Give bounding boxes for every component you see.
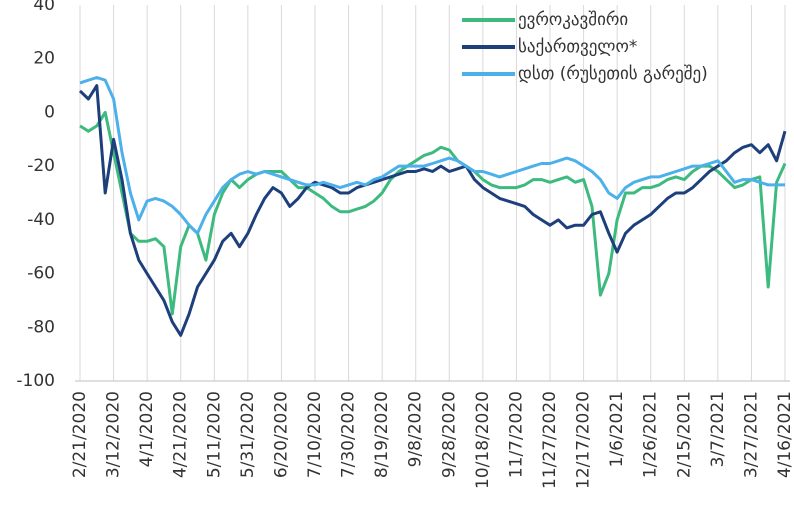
x-tick-label: 1/26/2021 [641,391,661,478]
x-tick-label: 3/27/2021 [741,391,761,478]
series-line [78,84,787,337]
x-tick-label: 6/20/2020 [271,391,291,478]
x-tick-label: 11/7/2020 [506,391,526,478]
x-tick-label: 4/1/2020 [137,391,157,467]
x-tick-label: 9/8/2020 [406,391,426,467]
series-line [79,110,787,316]
y-tick-label: 40 [33,0,55,15]
x-tick-label: 9/28/2020 [439,391,459,478]
y-tick-label: -100 [16,371,55,391]
x-tick-label: 2/15/2021 [674,391,694,478]
y-tick-label: -40 [27,210,55,230]
x-tick-label: 4/21/2020 [171,391,191,478]
x-tick-label: 12/17/2020 [574,391,594,489]
y-tick-label: 20 [33,49,55,69]
legend-label: ევროკავშირი [518,10,628,30]
legend-label: საქართველო* [518,37,637,57]
y-tick-label: -80 [27,317,55,337]
x-tick-label: 10/18/2020 [473,391,493,489]
x-tick-label: 3/12/2020 [104,391,124,478]
x-tick-label: 3/7/2021 [708,391,728,467]
y-tick-label: 0 [44,102,55,122]
x-tick-label: 8/19/2020 [372,391,392,478]
x-tick-label: 2/21/2020 [70,391,90,478]
x-tick-label: 5/11/2020 [204,391,224,478]
y-tick-label: -20 [27,156,55,176]
series-line [79,76,785,235]
x-tick-label: 7/30/2020 [339,391,359,478]
x-tick-label: 4/16/2021 [775,391,794,478]
y-tick-label: -60 [27,264,55,284]
x-tick-label: 7/10/2020 [305,391,325,478]
x-tick-label: 11/27/2020 [540,391,560,489]
x-tick-label: 5/31/2020 [238,391,258,478]
x-tick-label: 1/6/2021 [607,391,627,467]
legend-label: დსთ (რუსეთის გარეშე) [518,64,708,84]
